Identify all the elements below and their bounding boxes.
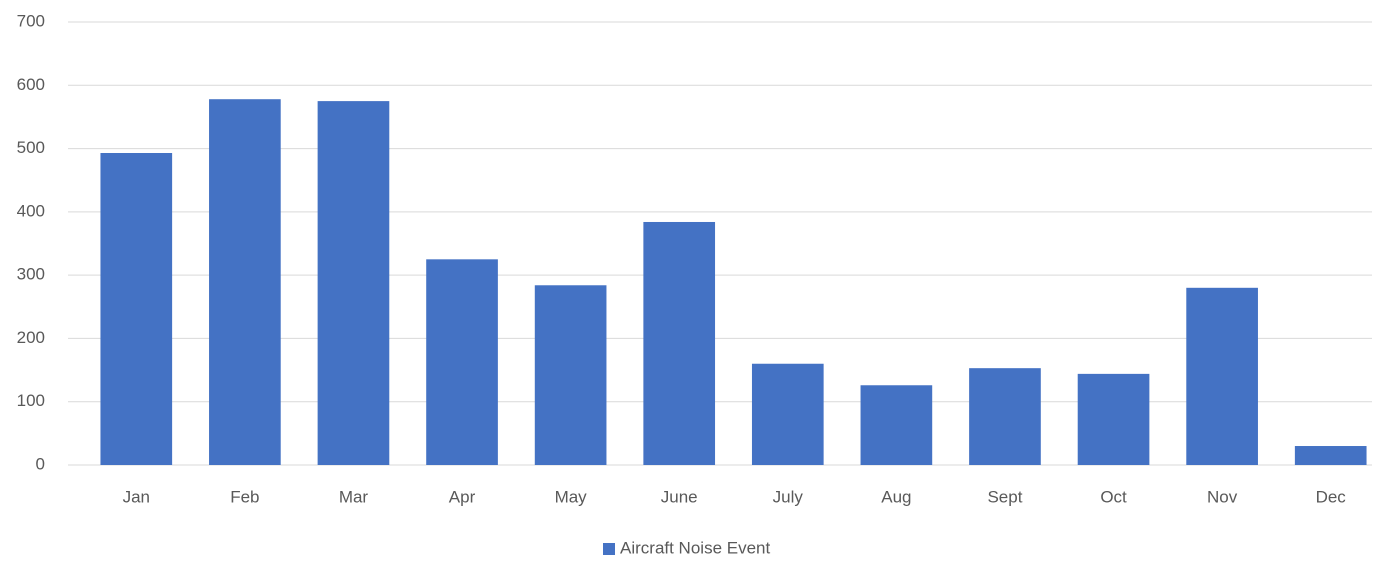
bar xyxy=(1077,373,1150,465)
bar xyxy=(860,385,933,465)
y-tick-label: 200 xyxy=(17,328,45,347)
bar xyxy=(534,285,607,465)
x-tick-label: Aug xyxy=(881,487,911,506)
bar xyxy=(426,259,498,465)
bar xyxy=(1294,446,1367,465)
bar xyxy=(751,363,824,465)
y-tick-label: 100 xyxy=(17,391,45,410)
x-tick-label: July xyxy=(773,487,804,506)
bar xyxy=(969,368,1041,465)
y-tick-label: 400 xyxy=(17,201,45,220)
y-tick-label: 300 xyxy=(17,265,45,284)
x-tick-label: May xyxy=(555,487,588,506)
y-tick-label: 600 xyxy=(17,75,45,94)
x-tick-label: June xyxy=(661,487,698,506)
bar xyxy=(1186,287,1258,465)
x-tick-label: Feb xyxy=(230,487,259,506)
x-tick-label: Oct xyxy=(1100,487,1127,506)
x-tick-label: Nov xyxy=(1207,487,1238,506)
legend-label: Aircraft Noise Event xyxy=(620,538,770,557)
bar xyxy=(317,101,390,465)
y-tick-label: 0 xyxy=(36,454,45,473)
x-tick-label: Jan xyxy=(123,487,150,506)
x-tick-label: Apr xyxy=(449,487,476,506)
x-tick-label: Mar xyxy=(339,487,369,506)
legend-swatch xyxy=(603,543,615,555)
x-tick-label: Dec xyxy=(1316,487,1347,506)
y-tick-label: 500 xyxy=(17,138,45,157)
bar xyxy=(100,153,173,465)
bar xyxy=(209,99,281,466)
bar xyxy=(643,221,716,465)
x-tick-label: Sept xyxy=(987,487,1022,506)
y-tick-label: 700 xyxy=(17,11,45,30)
